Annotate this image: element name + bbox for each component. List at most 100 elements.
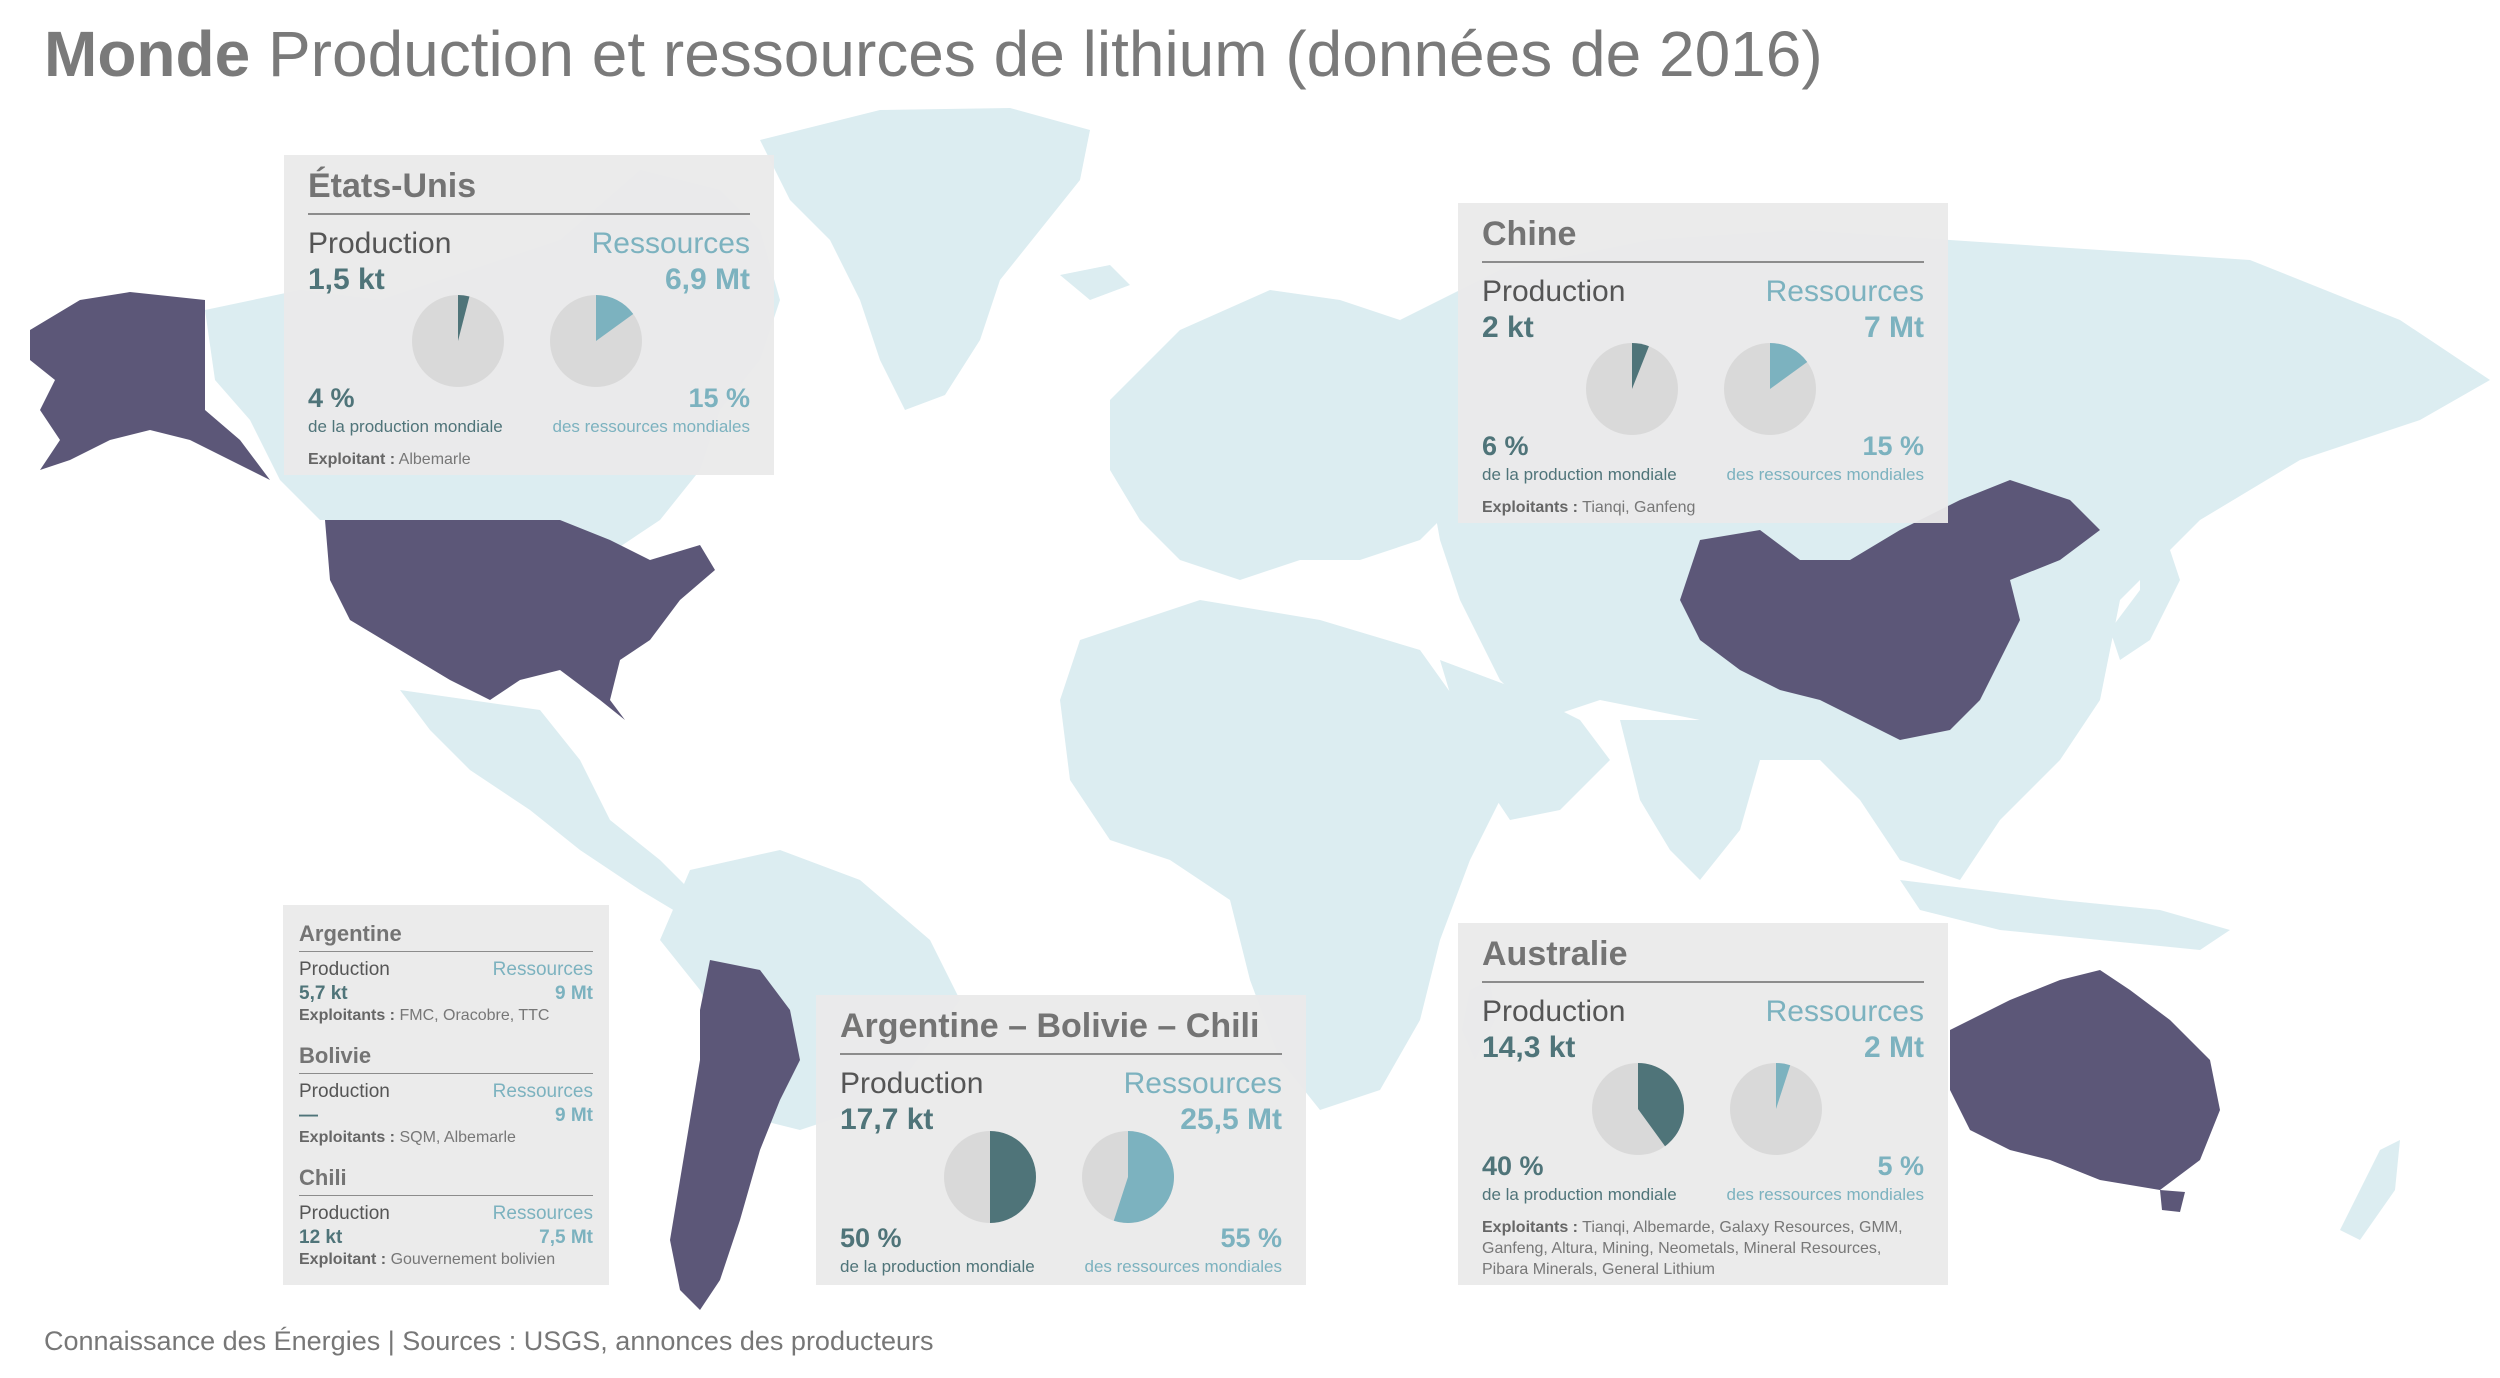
south-america-highlight-shape — [670, 960, 800, 1310]
japan-shape — [2110, 520, 2180, 660]
pie-production-slice — [1638, 1063, 1684, 1147]
operators-label: Exploitant : — [308, 451, 396, 468]
country-divider — [299, 951, 593, 952]
resources-value: 7,5 Mt — [539, 1227, 593, 1248]
production-value: 5,7 kt — [299, 983, 348, 1004]
europe-shape — [1110, 290, 1460, 580]
resources-value: 9 Mt — [555, 983, 593, 1004]
middle-east-shape — [1440, 660, 1610, 820]
production-value: 1,5 kt — [308, 263, 385, 296]
card-country-name: États-Unis — [308, 167, 477, 205]
resources-label: Ressources — [591, 227, 750, 260]
china-shape — [1680, 480, 2100, 740]
resources-pie — [1724, 343, 1816, 435]
tasmania-shape — [2160, 1190, 2185, 1212]
resources-label: Ressources — [1765, 995, 1924, 1028]
pie-resources-slice — [596, 295, 634, 341]
production-label: Production — [299, 959, 390, 980]
resources-pie — [1730, 1063, 1822, 1155]
production-share-caption: de la production mondiale — [1482, 1185, 1677, 1204]
operators-list: Albemarle — [398, 451, 471, 468]
resources-share-caption: des ressources mondiales — [1726, 465, 1924, 484]
resources-share: 55 % — [1220, 1223, 1282, 1253]
resources-label: Ressources — [1765, 275, 1924, 308]
operators-text: Exploitant : Gouvernement bolivien — [299, 1251, 555, 1269]
resources-label: Ressources — [492, 1081, 593, 1102]
production-value: — — [299, 1105, 318, 1126]
resources-pie — [1082, 1131, 1174, 1223]
resources-share: 5 % — [1877, 1151, 1924, 1181]
abc-card: Argentine – Bolivie – Chili Production R… — [816, 995, 1306, 1285]
operators-list: Tianqi, Albemarde, Galaxy Resources, GMM… — [1482, 1219, 1903, 1278]
card-divider — [840, 1053, 1282, 1055]
pie-production-slice — [458, 295, 470, 341]
usa-shape — [325, 520, 715, 720]
production-label: Production — [308, 227, 452, 260]
operators-label: Exploitants : — [1482, 499, 1579, 516]
resources-share-caption: des ressources mondiales — [552, 417, 750, 436]
production-value: 2 kt — [1482, 311, 1534, 344]
operators-list: SQM, Albemarle — [399, 1129, 516, 1146]
operators-list: FMC, Oracobre, TTC — [399, 1007, 550, 1024]
pie-production-slice — [1632, 343, 1649, 389]
africa-shape — [1060, 600, 1500, 1110]
country-divider — [299, 1073, 593, 1074]
production-share: 40 % — [1482, 1151, 1544, 1181]
production-label: Production — [1482, 995, 1626, 1028]
operators-text: Exploitants : SQM, Albemarle — [299, 1129, 516, 1147]
operators-text: Exploitant : Albemarle — [308, 449, 748, 470]
country-name: Bolivie — [299, 1043, 372, 1068]
resources-value: 2 Mt — [1864, 1031, 1924, 1064]
production-value: 12 kt — [299, 1227, 343, 1248]
production-share: 4 % — [308, 383, 355, 413]
card-country-name: Australie — [1482, 935, 1628, 973]
production-share-caption: de la production mondiale — [840, 1257, 1035, 1276]
operators-label: Exploitants : — [299, 1129, 396, 1146]
card-country-name: Chine — [1482, 215, 1577, 253]
card-country-name: Argentine – Bolivie – Chili — [840, 1007, 1260, 1045]
pie-resources-slice — [1113, 1131, 1174, 1223]
australia-shape — [1950, 970, 2220, 1190]
production-value: 17,7 kt — [840, 1103, 934, 1136]
resources-label: Ressources — [1123, 1067, 1282, 1100]
operators-list: Gouvernement bolivien — [390, 1251, 556, 1268]
central-america-shape — [400, 690, 700, 920]
operators-label: Exploitants : — [1482, 1219, 1579, 1236]
production-pie — [1592, 1063, 1684, 1155]
operators-text: Exploitants : FMC, Oracobre, TTC — [299, 1007, 549, 1025]
iceland-shape — [1060, 265, 1130, 300]
country-detail-card: Argentine Production Ressources 5,7 kt 9… — [283, 905, 609, 1285]
pie-production-slice — [990, 1131, 1036, 1223]
indonesia-shape — [1900, 880, 2230, 950]
title-text: Production et ressources de lithium (don… — [267, 18, 1823, 90]
production-share: 50 % — [840, 1223, 902, 1253]
resources-value: 6,9 Mt — [664, 263, 750, 296]
pie-resources-slice — [1776, 1063, 1791, 1109]
production-share-caption: de la production mondiale — [1482, 465, 1677, 484]
production-pie — [412, 295, 504, 387]
resources-label: Ressources — [492, 959, 593, 980]
operators-text: Exploitants : Tianqi, Albemarde, Galaxy … — [1482, 1217, 1922, 1280]
country-name: Argentine — [299, 921, 402, 946]
australia-card: Australie Production Ressources 14,3 kt … — [1458, 923, 1948, 1285]
production-label: Production — [299, 1203, 390, 1224]
production-pie — [1586, 343, 1678, 435]
card-divider — [1482, 981, 1924, 983]
card-divider — [1482, 261, 1924, 263]
operators-list: Tianqi, Ganfeng — [1582, 499, 1696, 516]
production-label: Production — [299, 1081, 390, 1102]
china-card: Chine Production Ressources 2 kt 7 Mt 6 … — [1458, 203, 1948, 523]
production-pie — [944, 1131, 1036, 1223]
resources-label: Ressources — [492, 1203, 593, 1224]
greenland-shape — [760, 108, 1090, 410]
map-title: Monde Production et ressources de lithiu… — [44, 14, 1823, 94]
production-share-caption: de la production mondiale — [308, 417, 503, 436]
operators-label: Exploitant : — [299, 1251, 387, 1268]
usa-card: États-Unis Production Ressources 1,5 kt … — [284, 155, 774, 475]
resources-share-caption: des ressources mondiales — [1084, 1257, 1282, 1276]
resources-share: 15 % — [1862, 431, 1924, 461]
india-shape — [1620, 720, 1760, 880]
production-value: 14,3 kt — [1482, 1031, 1576, 1064]
resources-value: 9 Mt — [555, 1105, 593, 1126]
country-name: Chili — [299, 1165, 347, 1190]
